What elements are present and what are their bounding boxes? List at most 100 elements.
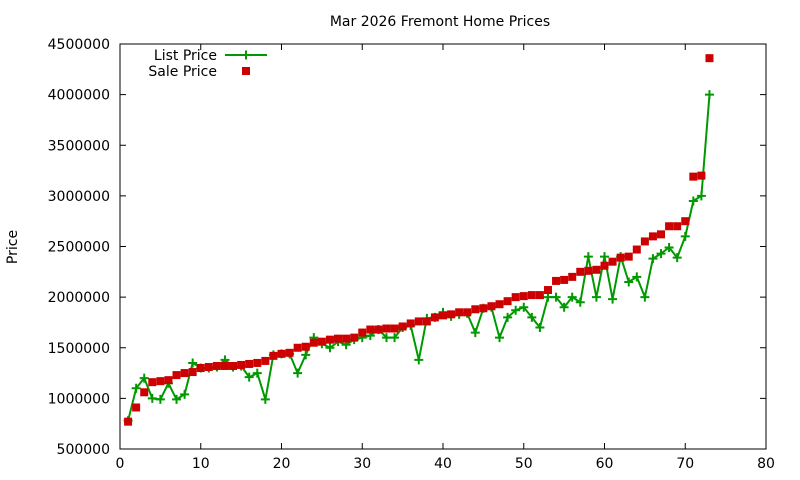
sale-price-point — [350, 333, 359, 342]
sale-price-point — [358, 328, 367, 337]
list-price-point — [511, 305, 521, 315]
sale-price-point — [576, 267, 585, 276]
list-price-point — [648, 254, 658, 264]
sale-price-point — [414, 317, 423, 326]
sale-price-point — [640, 237, 649, 246]
sale-price-point — [430, 313, 439, 322]
list-price-point — [575, 297, 585, 307]
sale-price-point — [632, 245, 641, 254]
legend-label-sale-price: Sale Price — [148, 64, 217, 80]
sale-price-point — [608, 257, 617, 266]
list-price-point — [632, 272, 642, 282]
list-price-point — [252, 368, 262, 378]
sale-price-point — [519, 292, 528, 301]
sale-price-point — [552, 276, 561, 285]
list-price-point — [293, 368, 303, 378]
sale-price-point — [237, 360, 246, 369]
sale-price-point — [261, 356, 270, 365]
list-price-point — [624, 277, 634, 287]
x-tick-label: 80 — [757, 456, 775, 472]
x-tick-label: 20 — [273, 456, 291, 472]
sale-price-point — [342, 334, 351, 343]
sale-price-point — [543, 286, 552, 295]
x-tick-label: 30 — [353, 456, 371, 472]
sale-price-point — [398, 322, 407, 331]
sale-price-point — [471, 305, 480, 314]
list-price-point — [688, 196, 698, 206]
sale-price-point — [124, 417, 133, 426]
sale-price-point — [132, 403, 141, 412]
list-price-point — [188, 358, 198, 368]
list-price-point — [147, 393, 157, 403]
list-price-point — [325, 343, 335, 353]
y-tick-label: 1500000 — [48, 341, 110, 357]
sale-price-point — [156, 377, 165, 386]
sale-price-point — [196, 364, 205, 372]
chart-title: Mar 2026 Fremont Home Prices — [330, 14, 550, 30]
sale-price-point — [317, 337, 326, 346]
list-price-point — [139, 373, 149, 383]
legend-plus-list-price — [241, 50, 251, 60]
axis-ticks: 0 10 20 30 40 50 60 70 80 500000 1000000 1500000 200… — [48, 37, 775, 472]
list-price-point — [519, 302, 529, 312]
list-price-point — [390, 333, 400, 343]
sale-price-point — [334, 334, 343, 343]
list-price-point — [495, 333, 505, 343]
sale-price-point — [503, 297, 512, 306]
list-price-point — [381, 333, 391, 343]
sale-price-point — [511, 293, 520, 302]
sale-price-point — [390, 324, 399, 333]
sale-price-point — [568, 272, 577, 281]
x-tick-label: 40 — [434, 456, 452, 472]
list-price-point — [583, 252, 593, 262]
list-price-point — [559, 302, 569, 312]
sale-price-point — [705, 54, 714, 63]
sale-price-point — [285, 348, 294, 357]
sale-price-point — [164, 376, 173, 385]
sale-price-point — [665, 222, 674, 231]
sale-price-point — [277, 349, 286, 358]
sale-price-point — [220, 361, 229, 370]
sale-price-point — [439, 311, 447, 320]
sale-price-point — [374, 325, 383, 334]
list-price-point — [260, 394, 270, 404]
sale-price-point — [382, 324, 391, 333]
list-price-point — [131, 383, 141, 393]
sale-price-point — [487, 302, 496, 311]
sale-price-point — [229, 361, 238, 370]
sale-price-point — [657, 230, 666, 239]
list-price-point — [704, 90, 714, 100]
list-price-point — [470, 328, 480, 338]
sale-price-point — [689, 172, 698, 181]
legend-label-list-price: List Price — [154, 48, 217, 64]
sale-price-point — [212, 361, 221, 370]
sale-price-point — [495, 300, 504, 309]
x-tick-label: 10 — [192, 456, 210, 472]
list-price-point — [591, 292, 601, 302]
y-tick-label: 3000000 — [48, 189, 110, 205]
list-price-point — [543, 292, 553, 302]
list-price-point — [535, 323, 545, 332]
sale-price-point — [479, 304, 488, 313]
sale-price-point — [463, 308, 472, 317]
list-price-point — [503, 312, 513, 322]
sale-price-point — [325, 335, 334, 344]
list-price-point — [696, 191, 706, 201]
list-price-point — [551, 292, 561, 302]
sale-price-point — [592, 265, 601, 274]
y-axis-title: Price — [5, 230, 21, 264]
sale-price-point — [309, 338, 318, 347]
sale-price-point — [673, 222, 682, 231]
sale-price-point — [560, 275, 569, 284]
list-price-point — [301, 350, 311, 360]
y-tick-label: 3500000 — [48, 138, 110, 154]
sale-price-point — [188, 368, 197, 377]
sale-price-point — [535, 291, 544, 300]
sale-price-point — [697, 171, 706, 180]
list-price-point — [664, 243, 674, 253]
sale-price-point — [269, 351, 278, 360]
sale-price-point — [527, 291, 536, 300]
list-price-point — [680, 231, 690, 241]
